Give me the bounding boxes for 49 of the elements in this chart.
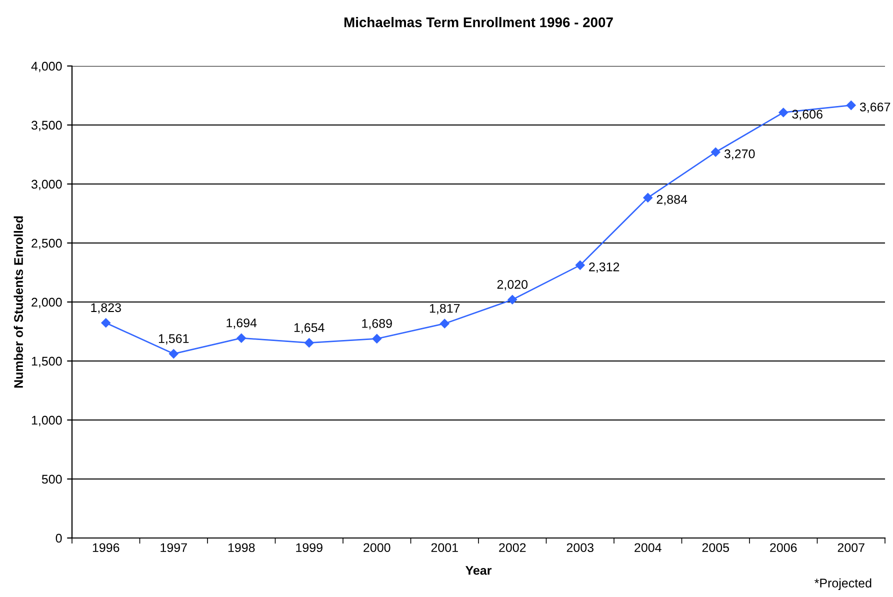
y-tick-label: 0 bbox=[56, 534, 62, 543]
data-label: 2,312 bbox=[589, 262, 620, 273]
point bbox=[304, 338, 314, 348]
x-tick-label: 1998 bbox=[228, 543, 255, 552]
point bbox=[711, 148, 720, 157]
y-tick-label: 1,000 bbox=[32, 416, 62, 426]
point bbox=[101, 318, 110, 328]
x-tick-label: 2004 bbox=[634, 543, 662, 552]
y-tick-label: 1,500 bbox=[32, 356, 62, 368]
point bbox=[440, 318, 450, 328]
y-tick-label: 3,000 bbox=[31, 180, 62, 190]
data-label: 1,817 bbox=[430, 304, 460, 314]
chart-title: Michaelmas Term Enrollment 1996 - 2007 bbox=[344, 17, 613, 28]
point bbox=[236, 333, 246, 343]
x-tick-label: 2005 bbox=[702, 543, 730, 552]
point bbox=[508, 295, 517, 304]
y-tick-label: 2,000 bbox=[32, 298, 62, 308]
data-label: 3,667 bbox=[860, 102, 890, 113]
data-label: 1,689 bbox=[362, 319, 392, 330]
data-label: 2,020 bbox=[497, 280, 528, 290]
data-label: 3,270 bbox=[724, 149, 755, 160]
x-tick-label: 2000 bbox=[364, 543, 390, 552]
y-axis-title: Number of Students Enrolled bbox=[14, 216, 23, 388]
data-label: 1,694 bbox=[226, 318, 257, 329]
x-tick-label: 1996 bbox=[92, 543, 120, 552]
point bbox=[576, 260, 585, 270]
x-axis-title: Year bbox=[466, 566, 492, 575]
data-label: 1,823 bbox=[91, 303, 121, 314]
x-tick-label: 2006 bbox=[770, 543, 797, 552]
x-tick-label: 2003 bbox=[566, 543, 594, 552]
x-tick-label: 2007 bbox=[838, 543, 864, 552]
data-label: 2,884 bbox=[656, 194, 688, 206]
data-label: 1,561 bbox=[158, 334, 189, 344]
y-tick-label: 3,500 bbox=[31, 120, 62, 132]
point bbox=[778, 108, 788, 118]
point bbox=[169, 349, 178, 358]
x-tick-label: 2002 bbox=[499, 543, 526, 552]
point bbox=[643, 193, 652, 202]
point bbox=[846, 100, 856, 110]
x-tick-label: 1997 bbox=[160, 543, 187, 552]
x-tick-label: 1999 bbox=[296, 543, 322, 552]
text: *Projected bbox=[814, 578, 872, 590]
y-tick-label: 2,500 bbox=[32, 238, 62, 250]
y-tick-label: 4,000 bbox=[31, 62, 62, 72]
data-label: 1,654 bbox=[294, 323, 324, 334]
y-tick-label: 500 bbox=[42, 474, 62, 484]
point bbox=[372, 334, 382, 344]
data-label: 3,606 bbox=[792, 110, 822, 120]
x-tick-label: 2001 bbox=[431, 543, 458, 552]
